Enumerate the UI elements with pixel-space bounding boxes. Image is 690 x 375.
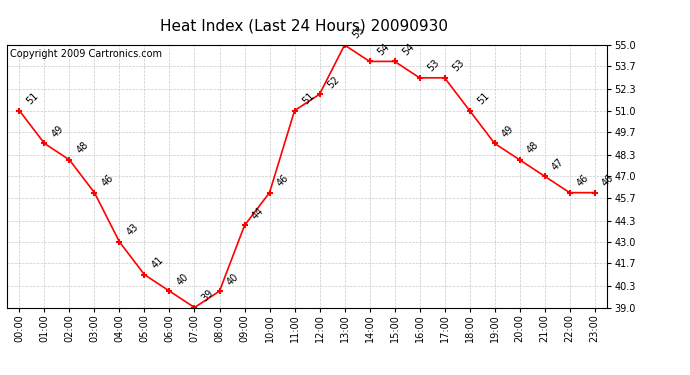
Text: 54: 54 (400, 41, 416, 57)
Text: 51: 51 (300, 91, 316, 106)
Text: Copyright 2009 Cartronics.com: Copyright 2009 Cartronics.com (10, 49, 162, 59)
Text: 55: 55 (350, 25, 366, 41)
Text: 51: 51 (25, 91, 41, 106)
Text: 46: 46 (100, 173, 116, 189)
Text: 51: 51 (475, 91, 491, 106)
Text: 48: 48 (75, 140, 90, 156)
Text: 53: 53 (425, 58, 441, 74)
Text: 53: 53 (450, 58, 466, 74)
Text: 49: 49 (500, 123, 516, 139)
Text: 47: 47 (550, 156, 566, 172)
Text: 40: 40 (225, 271, 241, 287)
Text: 46: 46 (575, 173, 591, 189)
Text: 46: 46 (275, 173, 290, 189)
Text: 49: 49 (50, 123, 66, 139)
Text: 43: 43 (125, 222, 141, 238)
Text: 54: 54 (375, 41, 391, 57)
Text: 41: 41 (150, 255, 166, 270)
Text: 52: 52 (325, 74, 341, 90)
Text: 46: 46 (600, 173, 616, 189)
Text: 40: 40 (175, 271, 190, 287)
Text: 48: 48 (525, 140, 541, 156)
Text: 44: 44 (250, 206, 266, 221)
Text: Heat Index (Last 24 Hours) 20090930: Heat Index (Last 24 Hours) 20090930 (159, 19, 448, 34)
Text: 39: 39 (200, 288, 216, 303)
